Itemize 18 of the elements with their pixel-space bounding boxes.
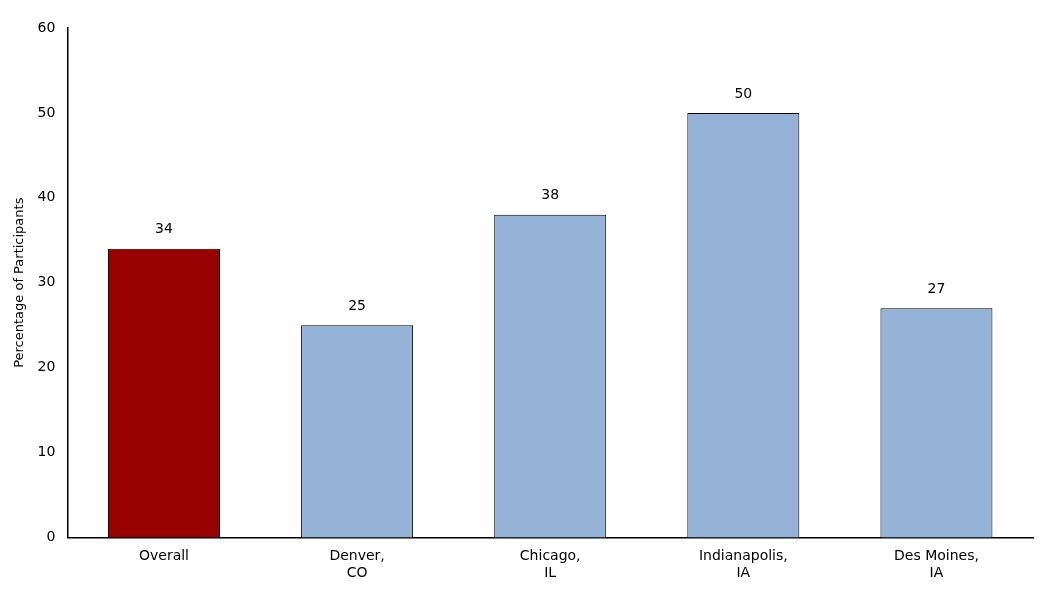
y-tick-label: 50 [37,103,56,120]
data-label: 27 [927,279,946,296]
y-tick-label: 40 [37,188,56,205]
x-tick-label: Des Moines, IA [893,547,979,581]
y-tick-label: 30 [37,273,56,290]
y-tick-label: 10 [37,443,56,460]
data-label: 38 [541,186,560,203]
x-tick-label: Overall [138,547,189,564]
x-tick-label: Chicago, IL [519,547,581,581]
data-label: 50 [734,84,753,101]
x-tick-label: Indianapolis, IA [698,547,788,581]
y-tick-label: 20 [37,358,56,375]
data-label: 34 [155,220,173,237]
x-tick-label: Denver, CO [329,547,385,581]
y-axis-title: Percentage of Participants [11,197,27,368]
y-tick-label: 60 [37,18,56,35]
data-label: 25 [348,296,366,313]
y-tick-label: 0 [46,528,56,545]
